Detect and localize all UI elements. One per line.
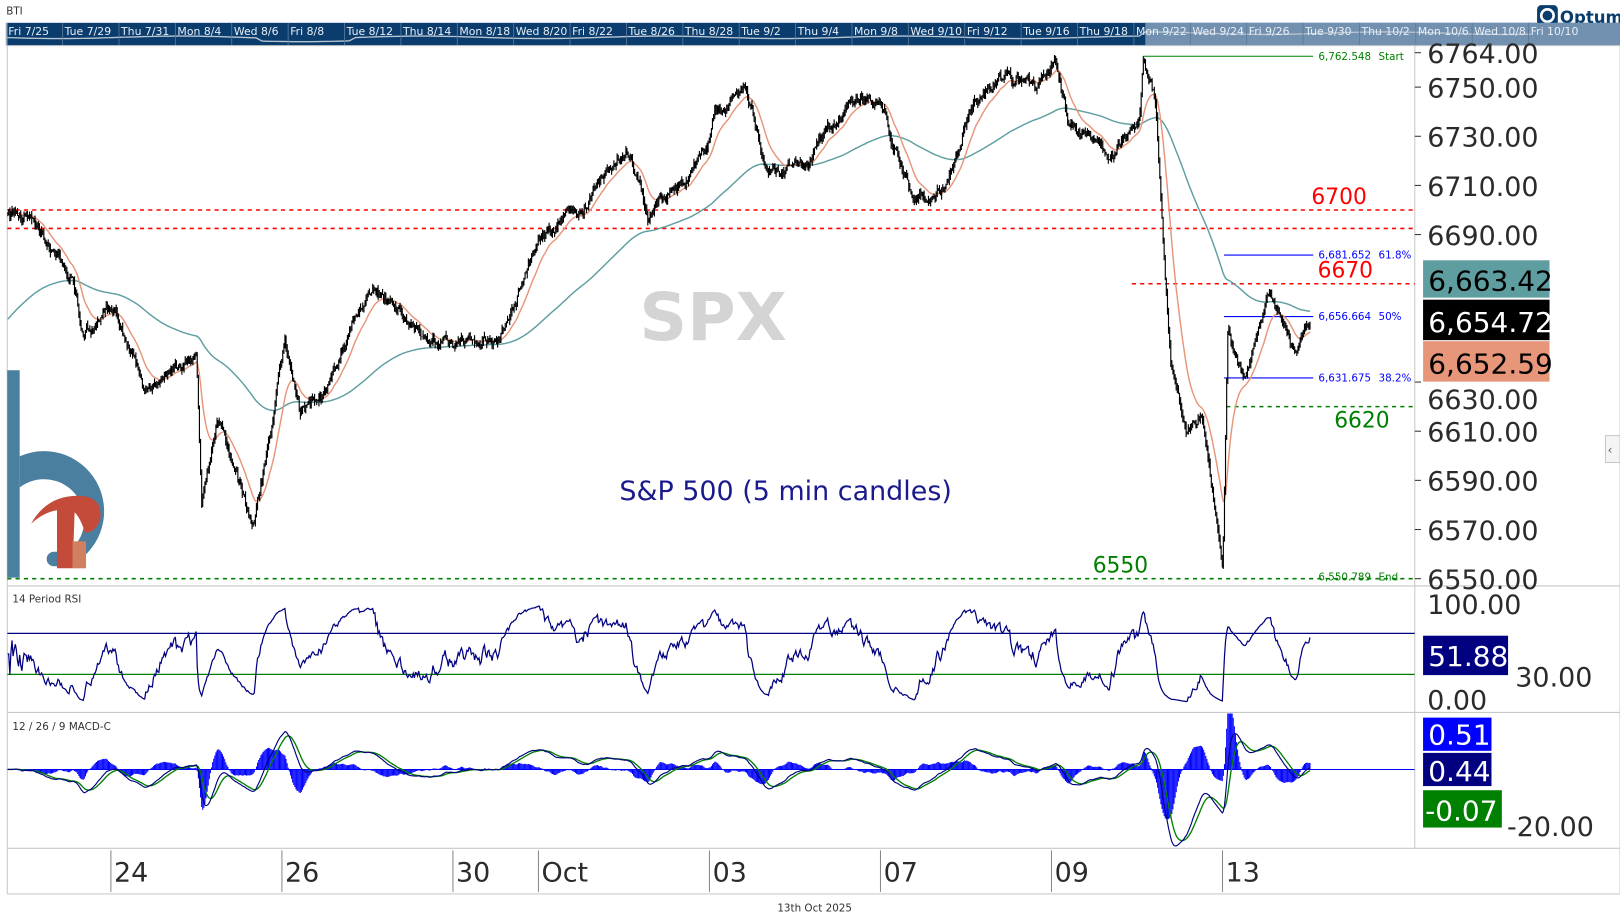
level-label: 6670 xyxy=(1318,259,1373,284)
rsi-tick-0: 0.00 xyxy=(1427,685,1487,716)
fib-start-value: 6,762.548 xyxy=(1318,51,1371,63)
navigator-date[interactable]: Thu 9/18 xyxy=(1079,25,1128,38)
svg-text:0.44: 0.44 xyxy=(1428,755,1490,788)
navigator-date[interactable]: Wed 9/24 xyxy=(1192,25,1244,38)
chart-subtitle: S&P 500 (5 min candles) xyxy=(619,476,951,507)
navigator-date[interactable]: Fri 10/10 xyxy=(1531,25,1579,38)
last-value-close: 6,654.72 xyxy=(1423,299,1553,341)
svg-text:-0.07: -0.07 xyxy=(1425,794,1497,827)
navigator-date[interactable]: Thu 9/4 xyxy=(797,25,839,38)
navigator-date[interactable]: Thu 7/31 xyxy=(120,25,169,38)
svg-text:6,652.59: 6,652.59 xyxy=(1428,347,1553,380)
price-tick-label: 6690.00 xyxy=(1427,221,1538,252)
chart-watermark: SPX xyxy=(639,278,787,356)
level-label: 6550 xyxy=(1093,553,1148,578)
x-tick-label: 07 xyxy=(884,857,918,888)
macd-last-value: 0.51 xyxy=(1423,717,1492,752)
navigator-date[interactable]: Wed 10/8 xyxy=(1474,25,1526,38)
navigator-date[interactable]: Fri 9/26 xyxy=(1249,25,1290,38)
navigator-date[interactable]: Tue 8/12 xyxy=(346,25,393,38)
rsi-tick-100: 100.00 xyxy=(1427,590,1521,621)
x-tick-label: 30 xyxy=(456,857,490,888)
navigator-date[interactable]: Wed 8/20 xyxy=(516,25,568,38)
svg-text:51.88: 51.88 xyxy=(1428,640,1508,673)
navigator-date[interactable]: Mon 10/6 xyxy=(1418,25,1469,38)
side-panel-toggle[interactable]: ‹ xyxy=(1604,435,1620,464)
x-tick-label: 09 xyxy=(1055,857,1089,888)
fib-value: 6,681.652 xyxy=(1318,250,1371,262)
navigator-date[interactable]: Tue 7/29 xyxy=(64,25,112,38)
navigator-date[interactable]: Mon 8/4 xyxy=(177,25,221,38)
navigator-date[interactable]: Wed 8/6 xyxy=(234,25,279,38)
navigator-date[interactable]: Tue 9/30 xyxy=(1304,25,1352,38)
price-tick-label: 6730.00 xyxy=(1427,123,1538,154)
price-tick-label: 6764.00 xyxy=(1427,39,1538,70)
macd-title: 12 / 26 / 9 MACD-C xyxy=(12,721,110,733)
fib-pct: 50% xyxy=(1379,311,1402,323)
macd-tick: -20.00 xyxy=(1507,812,1594,843)
fib-end-tag: End xyxy=(1379,571,1399,583)
chevron-left-icon: ‹ xyxy=(1608,442,1613,457)
navigator-date[interactable]: Mon 8/18 xyxy=(459,25,510,38)
price-tick-label: 6710.00 xyxy=(1427,172,1538,203)
watermark-logo xyxy=(7,370,105,578)
macd-histogram-last-value: -0.07 xyxy=(1423,790,1502,828)
svg-text:Optuma: Optuma xyxy=(1560,8,1620,27)
navigator-date[interactable]: Fri 9/12 xyxy=(967,25,1008,38)
navigator-date[interactable]: Fri 7/25 xyxy=(8,25,49,38)
price-tick-label: 6570.00 xyxy=(1427,516,1538,547)
svg-text:0.51: 0.51 xyxy=(1428,719,1490,752)
price-tick-label: 6630.00 xyxy=(1427,385,1538,416)
x-tick-label: 13 xyxy=(1226,857,1260,888)
navigator-date[interactable]: Tue 9/16 xyxy=(1022,25,1070,38)
navigator-date[interactable]: Fri 8/8 xyxy=(290,25,324,38)
macd-line xyxy=(7,730,1311,847)
macd-signal-line xyxy=(7,735,1311,842)
fib-pct: 38.2% xyxy=(1379,373,1412,385)
navigator-date[interactable]: Thu 8/14 xyxy=(402,25,451,38)
date-navigator[interactable]: Fri 7/25 Tue 7/29 Thu 7/31 Mon 8/4 Wed 8/6 Fr… xyxy=(5,22,1620,46)
fib-value: 6,656.664 xyxy=(1318,311,1371,323)
navigator-date[interactable]: Tue 8/26 xyxy=(628,25,676,38)
price-tick-label: 6550.00 xyxy=(1427,565,1538,596)
rsi-tick-30: 30.00 xyxy=(1515,663,1592,694)
fib-end-value: 6,550.789 xyxy=(1318,571,1371,583)
footer-date: 13th Oct 2025 xyxy=(777,903,852,915)
svg-text:6,663.42: 6,663.42 xyxy=(1428,264,1553,297)
navigator-date[interactable]: Fri 8/22 xyxy=(572,25,613,38)
last-value-ema: 6,652.59 xyxy=(1423,341,1553,382)
fib-start-tag: Start xyxy=(1379,51,1404,63)
x-tick-label: 26 xyxy=(285,857,319,888)
x-tick-label: Oct xyxy=(542,857,589,888)
macd-signal-last-value: 0.44 xyxy=(1423,752,1492,788)
rsi-line xyxy=(7,605,1311,703)
optuma-logo: Optuma xyxy=(1537,5,1620,27)
navigator-date[interactable]: Mon 9/8 xyxy=(854,25,898,38)
price-tick-label: 6590.00 xyxy=(1427,467,1538,498)
svg-text:6,654.72: 6,654.72 xyxy=(1428,306,1553,339)
level-label: 6620 xyxy=(1334,408,1389,433)
level-label: 6700 xyxy=(1311,185,1366,210)
long-moving-average-line xyxy=(7,107,1311,412)
x-tick-label: 03 xyxy=(713,857,747,888)
navigator-date[interactable]: Tue 9/2 xyxy=(740,25,781,38)
navigator-date[interactable]: Wed 9/10 xyxy=(910,25,962,38)
x-tick-label: 24 xyxy=(114,857,148,888)
price-tick-label: 6750.00 xyxy=(1427,73,1538,104)
price-tick-label: 6610.00 xyxy=(1427,418,1538,449)
symbol-label: BTI xyxy=(6,6,22,18)
navigator-date[interactable]: Thu 10/2 xyxy=(1361,25,1410,38)
rsi-last-value: 51.88 xyxy=(1423,635,1508,676)
rsi-title: 14 Period RSI xyxy=(12,594,81,606)
fib-value: 6,631.675 xyxy=(1318,373,1371,385)
navigator-date[interactable]: Mon 9/22 xyxy=(1136,25,1187,38)
last-value-ma-long: 6,663.42 xyxy=(1423,260,1553,298)
fib-pct: 61.8% xyxy=(1379,250,1412,262)
navigator-date[interactable]: Thu 8/28 xyxy=(684,25,733,38)
